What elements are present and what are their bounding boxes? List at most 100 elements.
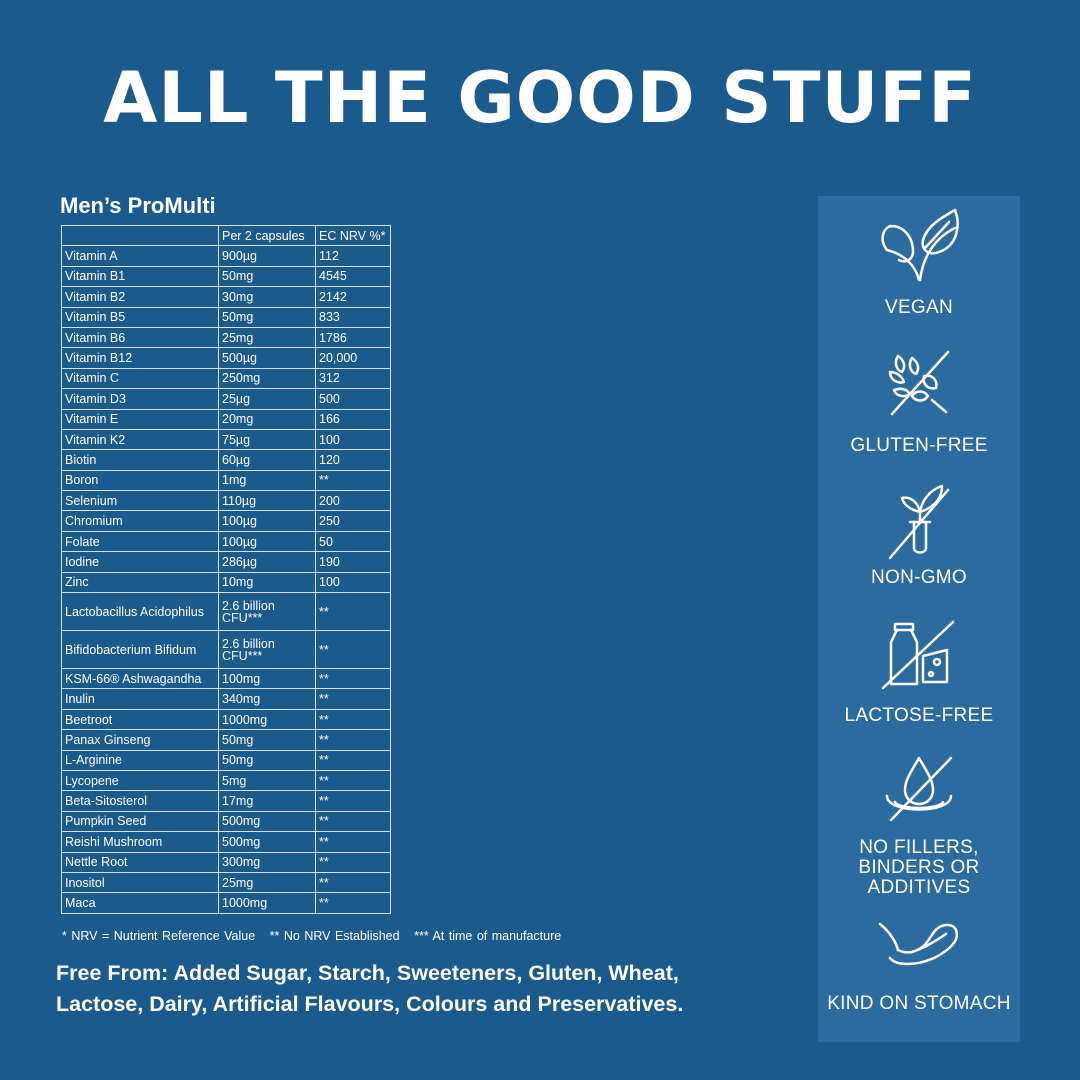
nutrient-nrv: **: [315, 851, 391, 873]
nutrient-amount: 20mg: [218, 408, 316, 430]
nutrient-nrv: 250: [315, 510, 391, 532]
badge-label: GLUTEN-FREE: [850, 435, 988, 456]
badge-label: VEGAN: [884, 297, 954, 318]
nutrient-nrv: **: [315, 708, 391, 731]
nutrient-name: Nettle Root: [61, 851, 219, 873]
table-row: Reishi Mushroom 500mg **: [61, 831, 391, 853]
nutrient-amount: 1000mg: [218, 892, 316, 914]
nutrient-name: Vitamin K2: [61, 428, 219, 451]
header-nrv: EC NRV %*: [315, 224, 391, 247]
table-row: Vitamin B6 25mg 1786: [61, 326, 391, 349]
badge-no-fillers: NO FILLERS, BINDERS OR ADDITIVES: [818, 752, 1020, 898]
nutrient-amount: 30mg: [218, 286, 316, 308]
headline: ALL THE GOOD STUFF: [103, 57, 977, 139]
nutrient-nrv: **: [315, 668, 391, 690]
table-row: Zinc 10mg 100: [61, 571, 391, 594]
nutrient-amount: 110µg: [218, 490, 316, 512]
nutrient-amount: 25µg: [218, 388, 316, 410]
milk-cheese-crossed-icon: [881, 620, 955, 690]
nutrient-nrv: 200: [315, 490, 391, 512]
nutrient-name: Beta-Sitosterol: [61, 790, 219, 812]
wheat-crossed-icon: [888, 350, 950, 416]
nutrient-nrv: 190: [315, 551, 391, 573]
footnotes: * NRV = Nutrient Reference Value ** No N…: [62, 929, 571, 943]
table-row: Beta-Sitosterol 17mg **: [61, 790, 391, 812]
badge-non-gmo: NON-GMO: [818, 482, 1020, 588]
nutrient-amount: 5mg: [218, 769, 316, 792]
nutrient-name: Reishi Mushroom: [61, 831, 219, 853]
nutrient-amount: 25mg: [218, 326, 316, 349]
table-row: Vitamin B5 50mg 833: [61, 306, 391, 328]
nutrient-name: Panax Ginseng: [61, 729, 219, 751]
nutrient-nrv: 112: [315, 245, 391, 267]
table-row: Lycopene 5mg **: [61, 769, 391, 792]
nutrient-nrv: **: [315, 769, 391, 792]
nutrient-name: Lactobacillus Acidophilus: [61, 592, 219, 632]
nutrient-amount: 50mg: [218, 729, 316, 751]
nutrient-amount: 1mg: [218, 469, 316, 492]
nutrient-nrv: **: [315, 688, 391, 710]
nutrient-name: Vitamin B6: [61, 326, 219, 349]
nutrient-nrv: **: [315, 871, 391, 894]
table-row: Inositol 25mg **: [61, 871, 391, 894]
nutrient-name: Boron: [61, 469, 219, 492]
nutrient-amount: 2.6 billion CFU***: [218, 592, 316, 632]
table-row: Nettle Root 300mg **: [61, 851, 391, 873]
table-row: L-Arginine 50mg **: [61, 749, 391, 771]
nutrient-nrv: 50: [315, 530, 391, 553]
nutrient-nrv: 2142: [315, 286, 391, 308]
nutrient-nrv: **: [315, 592, 391, 632]
nutrient-nrv: 312: [315, 367, 391, 390]
nutrient-name: Lycopene: [61, 769, 219, 792]
nutrient-name: Chromium: [61, 510, 219, 532]
nutrient-nrv: **: [315, 892, 391, 914]
table-row: Vitamin B12 500µg 20,000: [61, 347, 391, 369]
badge-label: KIND ON STOMACH: [827, 993, 1011, 1014]
nutrient-nrv: 100: [315, 571, 391, 594]
nutrient-nrv: **: [315, 630, 391, 670]
nutrition-table-body: Vitamin A 900µg 112 Vitamin B1 50mg 4545 Vitam…: [61, 245, 391, 914]
table-row: Vitamin B1 50mg 4545: [61, 265, 391, 288]
badge-label: NON-GMO: [870, 567, 968, 588]
table-row: Folate 100µg 50: [61, 530, 391, 553]
table-row: Boron 1mg **: [61, 469, 391, 492]
nutrient-nrv: 120: [315, 449, 391, 471]
table-row: Vitamin A 900µg 112: [61, 245, 391, 267]
nutrition-table: Per 2 capsules EC NRV %* Vitamin A 900µg 1…: [61, 224, 391, 914]
nutrient-nrv: **: [315, 831, 391, 853]
nutrient-name: Inositol: [61, 871, 219, 894]
table-row: Selenium 110µg 200: [61, 490, 391, 512]
free-from-statement: Free From: Added Sugar, Starch, Sweetene…: [56, 961, 684, 1016]
table-row: Vitamin C 250mg 312: [61, 367, 391, 390]
nutrient-amount: 100µg: [218, 530, 316, 553]
nutrient-name: Vitamin E: [61, 408, 219, 430]
table-row: Vitamin B2 30mg 2142: [61, 286, 391, 308]
nutrient-name: Vitamin B12: [61, 347, 219, 369]
badge-vegan: VEGAN: [818, 208, 1020, 318]
nutrient-name: KSM-66® Ashwagandha: [61, 668, 219, 690]
nutrient-nrv: **: [315, 469, 391, 492]
nutrient-name: Zinc: [61, 571, 219, 594]
table-row: KSM-66® Ashwagandha 100mg **: [61, 668, 391, 690]
badge-label: NO FILLERS, BINDERS OR ADDITIVES: [858, 837, 980, 898]
nutrient-name: L-Arginine: [61, 749, 219, 771]
footnote-nrv: * NRV = Nutrient Reference Value: [62, 929, 256, 943]
nutrient-amount: 500µg: [218, 347, 316, 369]
badge-gluten-free: GLUTEN-FREE: [818, 348, 1020, 456]
nutrient-nrv: 4545: [315, 265, 391, 288]
nutrient-nrv: **: [315, 810, 391, 833]
table-row: Maca 1000mg **: [61, 892, 391, 914]
header-per-serving: Per 2 capsules: [218, 224, 316, 247]
nutrient-name: Vitamin B1: [61, 265, 219, 288]
nutrient-amount: 900µg: [218, 245, 316, 267]
nutrient-nrv: 100: [315, 428, 391, 451]
nutrient-name: Folate: [61, 530, 219, 553]
nutrient-nrv: 166: [315, 408, 391, 430]
nutrient-amount: 500mg: [218, 810, 316, 833]
header-nutrient: [61, 224, 219, 247]
leaf-icon: [881, 208, 959, 282]
nutrient-name: Vitamin B5: [61, 306, 219, 328]
table-row: Chromium 100µg 250: [61, 510, 391, 532]
nutrient-amount: 500mg: [218, 831, 316, 853]
nutrient-amount: 1000mg: [218, 708, 316, 731]
